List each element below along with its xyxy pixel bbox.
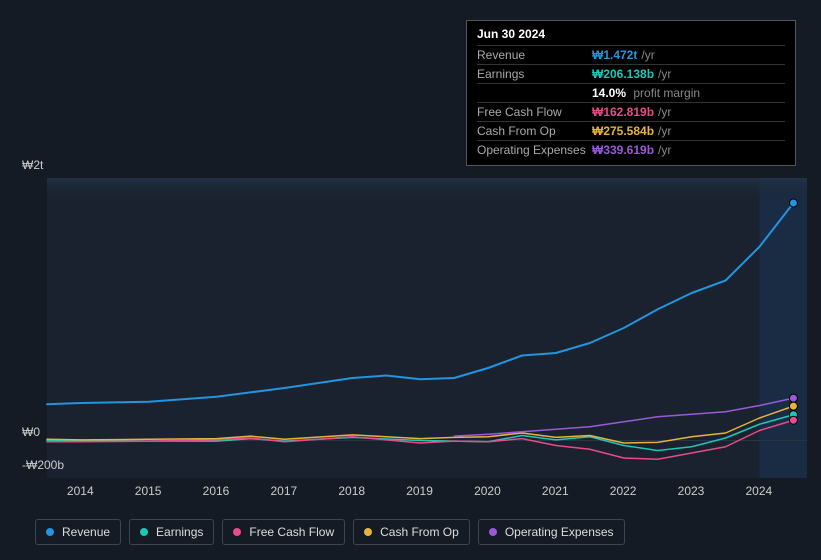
y-tick-0: ₩0	[22, 425, 40, 439]
legend-label: Cash From Op	[380, 525, 459, 539]
legend: Revenue Earnings Free Cash Flow Cash From O…	[35, 519, 625, 545]
legend-dot-icon	[140, 528, 148, 536]
y-tick-neg200b: -₩200b	[22, 458, 64, 472]
tooltip-row: Revenue₩1.472t/yr	[477, 45, 785, 64]
x-tick: 2021	[542, 484, 569, 498]
x-tick: 2016	[203, 484, 230, 498]
legend-item[interactable]: Free Cash Flow	[222, 519, 345, 545]
legend-item[interactable]: Operating Expenses	[478, 519, 625, 545]
legend-item[interactable]: Earnings	[129, 519, 214, 545]
x-tick: 2019	[406, 484, 433, 498]
tooltip-value: ₩206.138b/yr	[592, 67, 671, 81]
tooltip-row: Free Cash Flow₩162.819b/yr	[477, 102, 785, 121]
legend-label: Free Cash Flow	[249, 525, 334, 539]
x-tick: 2015	[135, 484, 162, 498]
legend-label: Revenue	[62, 525, 110, 539]
legend-dot-icon	[233, 528, 241, 536]
y-tick-2t: ₩2t	[22, 158, 43, 172]
x-tick: 2023	[678, 484, 705, 498]
legend-dot-icon	[46, 528, 54, 536]
tooltip-value: ₩1.472t/yr	[592, 48, 655, 62]
x-tick: 2018	[338, 484, 365, 498]
x-tick: 2022	[610, 484, 637, 498]
legend-label: Operating Expenses	[505, 525, 614, 539]
tooltip-value: ₩162.819b/yr	[592, 105, 671, 119]
tooltip-row: Operating Expenses₩339.619b/yr	[477, 140, 785, 159]
legend-item[interactable]: Cash From Op	[353, 519, 470, 545]
hover-tooltip: Jun 30 2024 Revenue₩1.472t/yrEarnings₩20…	[466, 20, 796, 166]
tooltip-label: Operating Expenses	[477, 143, 592, 157]
tooltip-label: Free Cash Flow	[477, 105, 592, 119]
tooltip-value: ₩339.619b/yr	[592, 143, 671, 157]
tooltip-date: Jun 30 2024	[477, 27, 785, 45]
x-tick: 2024	[746, 484, 773, 498]
tooltip-row: Earnings₩206.138b/yr	[477, 64, 785, 83]
legend-dot-icon	[364, 528, 372, 536]
tooltip-label: Earnings	[477, 67, 592, 81]
tooltip-row: Cash From Op₩275.584b/yr	[477, 121, 785, 140]
tooltip-label: Revenue	[477, 48, 592, 62]
tooltip-value: ₩275.584b/yr	[592, 124, 671, 138]
x-tick: 2014	[67, 484, 94, 498]
legend-label: Earnings	[156, 525, 203, 539]
x-tick: 2017	[271, 484, 298, 498]
x-tick: 2020	[474, 484, 501, 498]
legend-item[interactable]: Revenue	[35, 519, 121, 545]
tooltip-label: Cash From Op	[477, 124, 592, 138]
tooltip-subrow: 14.0% profit margin	[477, 83, 785, 102]
legend-dot-icon	[489, 528, 497, 536]
